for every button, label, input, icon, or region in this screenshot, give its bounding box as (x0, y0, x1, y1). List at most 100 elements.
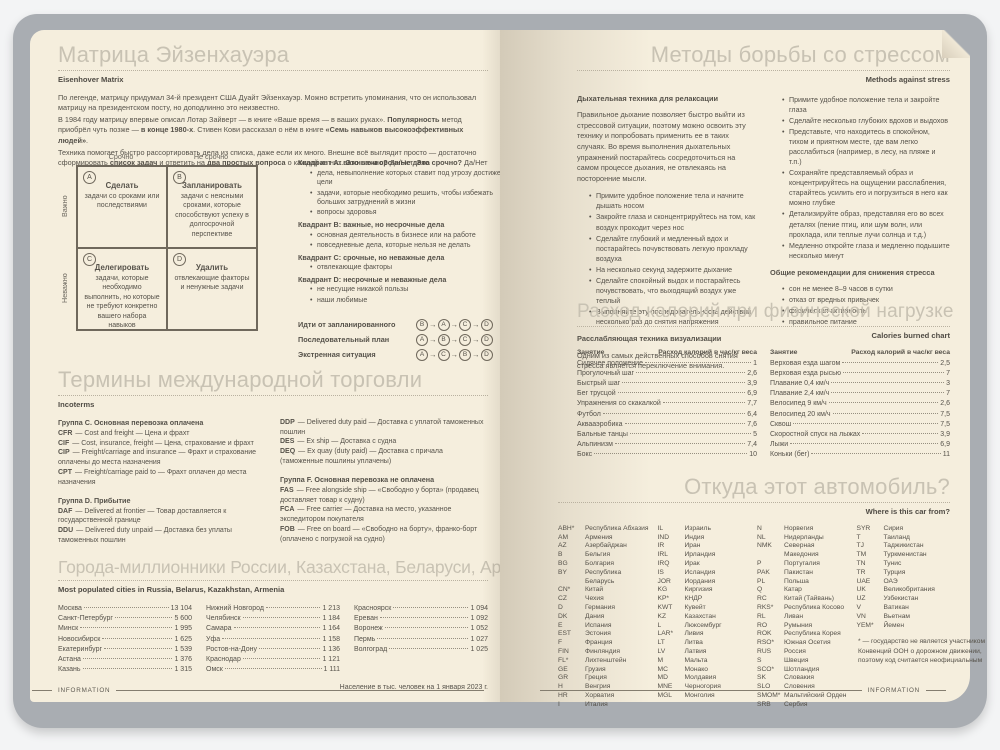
car-country: Киргизия (684, 586, 713, 594)
car-code: SCO* (757, 665, 775, 673)
arrow-icon: → (429, 319, 437, 329)
car-country: Республика Косово (784, 603, 845, 611)
car-country: Болгария (585, 559, 614, 567)
car-code: FL* (558, 656, 569, 664)
incoterm-line: DEQ — Ex quay (duty paid) — Доставка с пр… (280, 447, 488, 467)
incoterm-code: DAF (58, 507, 73, 515)
cars-footnote: * — государство не является участником К… (858, 638, 986, 665)
calories-header-activity: Занятие (577, 348, 605, 356)
car-row: PAK Пакистан (757, 569, 851, 578)
car-code: D (558, 603, 563, 611)
car-code: F (558, 639, 563, 647)
car-row: TJ Таджикистан (857, 542, 951, 551)
car-code: UK (856, 586, 866, 594)
car-country: Катар (784, 586, 802, 594)
activity-name: Футбол (577, 410, 601, 418)
incoterms-term-list: DAF — Delivered at frontier — Товар доста… (58, 507, 266, 546)
sequence-step: A → (437, 318, 460, 331)
calorie-row: Футбол 6,4 (577, 410, 757, 420)
quadrant-detail-list: Квадрант A: важные и срочные дела дела, … (298, 158, 520, 306)
activity-name: Бокс (577, 451, 593, 459)
incoterms-left-column: Группа C. Основная перевозка оплачена CF… (58, 418, 266, 554)
car-row: IRL Ирландия (658, 551, 752, 560)
city-name: Казань (58, 666, 81, 674)
general-recommendations: сон не менее 8–9 часов в суткиотказ от в… (770, 284, 950, 327)
city-value: 1 111 (323, 666, 340, 674)
incoterm-line: DDP — Delivered duty paid — Доставка с уп… (280, 418, 488, 438)
matrix-row-label-important: Важно (60, 195, 69, 217)
sequence-letter-icon: D (480, 333, 493, 346)
city-row: Астана 1 376 (58, 655, 192, 665)
car-row: FIN Финляндия (558, 648, 652, 657)
stress-left-column: Дыхательная техника для релаксации Прави… (577, 94, 757, 379)
car-code: L (657, 621, 662, 629)
stress-step: На несколько секунд задержите дыхание (589, 265, 757, 275)
stress-step: Детализируйте образ, представляя его во … (782, 209, 950, 239)
activity-value: 7 (946, 369, 950, 377)
activity-name: Плавание 0,4 км/ч (770, 379, 830, 387)
car-code: Q (757, 586, 763, 594)
city-row: Краснодар 1 121 (206, 655, 340, 665)
sequence-letter-icon: B (416, 318, 428, 331)
car-row: TM Туркменистан (857, 551, 951, 560)
calorie-row: Бокс 10 (577, 450, 757, 460)
activity-name: Велосипед 9 км/ч (770, 400, 827, 408)
calorie-row: Сквош 7,5 (770, 420, 950, 430)
car-row: H Венгрия (558, 683, 652, 692)
incoterm-text: — Free alongside ship — «Свободно у борт… (280, 486, 479, 504)
car-code: MC (657, 665, 668, 673)
city-name: Красноярск (354, 604, 392, 612)
stress-step: Представьте, что находитесь в спокойном,… (782, 127, 950, 167)
sequence-step: D→ (480, 348, 493, 361)
car-country: Казахстан (684, 612, 716, 620)
section-subtitle: Where is this car from? (865, 506, 950, 516)
leader-dots (80, 627, 173, 629)
sequence-letter-icon: C (459, 318, 471, 331)
detail-item: вопросы здоровья (310, 208, 520, 218)
city-name: Новосибирск (58, 635, 101, 643)
car-row: NMK Северная Македония (757, 542, 851, 560)
city-row: Челябинск 1 184 (206, 614, 340, 624)
arrow-icon: → (450, 334, 459, 344)
car-row: T Таиланд (857, 534, 951, 543)
car-row: IND Индия (658, 534, 752, 543)
leader-dots (831, 392, 945, 394)
city-value: 1 995 (174, 625, 192, 633)
detail-items: не несущие никакой пользынаши любимые (298, 285, 520, 305)
car-row: SCO* Шотландия (757, 666, 851, 675)
car-country: Республика Беларусь (585, 568, 622, 585)
car-country: Китай (585, 586, 604, 594)
car-row: RKS* Республика Косово (757, 604, 851, 613)
city-name: Уфа (206, 635, 221, 643)
footer-label: INFORMATION (867, 687, 920, 694)
car-code: JOR (657, 577, 671, 585)
calorie-row: Скоростной спуск на лыжах 3,9 (770, 430, 950, 440)
car-row: KP* КНДР (658, 595, 752, 604)
sequence-letter-icon: A (416, 348, 428, 361)
incoterm-code: FCA (280, 506, 295, 514)
car-row: P Португалия (757, 560, 851, 569)
car-row: RL Ливан (757, 613, 851, 622)
car-country: КНДР (684, 595, 703, 603)
car-row: UAE ОАЭ (857, 578, 951, 587)
arrow-icon: → (472, 349, 480, 359)
activity-name: Альпинизм (577, 441, 613, 449)
city-row: Нижний Новгород 1 213 (206, 604, 340, 614)
car-country: Мальта (684, 656, 708, 664)
car-code: KP* (657, 595, 670, 603)
stress-step: Сделайте спокойный выдох и постарайтесь … (589, 276, 757, 306)
calorie-row: Сидячее положение 1 (577, 359, 757, 369)
city-value: 1 164 (322, 625, 340, 633)
activity-name: Плавание 2,4 км/ч (770, 390, 830, 398)
car-row: IL Израиль (658, 525, 752, 534)
car-row: IRQ Ирак (658, 560, 752, 569)
detail-heading: Квадрант C: срочные, но неважные дела (298, 252, 445, 262)
car-code: TN (856, 559, 866, 567)
car-country: Румыния (784, 621, 813, 629)
car-code: AM (558, 533, 569, 541)
matrix-quadrant: D Удалить отвлекающие факторы и ненужные… (167, 248, 257, 330)
car-code: B (558, 551, 563, 559)
recommendation-item: сон не менее 8–9 часов в сутки (782, 284, 950, 294)
car-code: LAR* (657, 630, 674, 638)
